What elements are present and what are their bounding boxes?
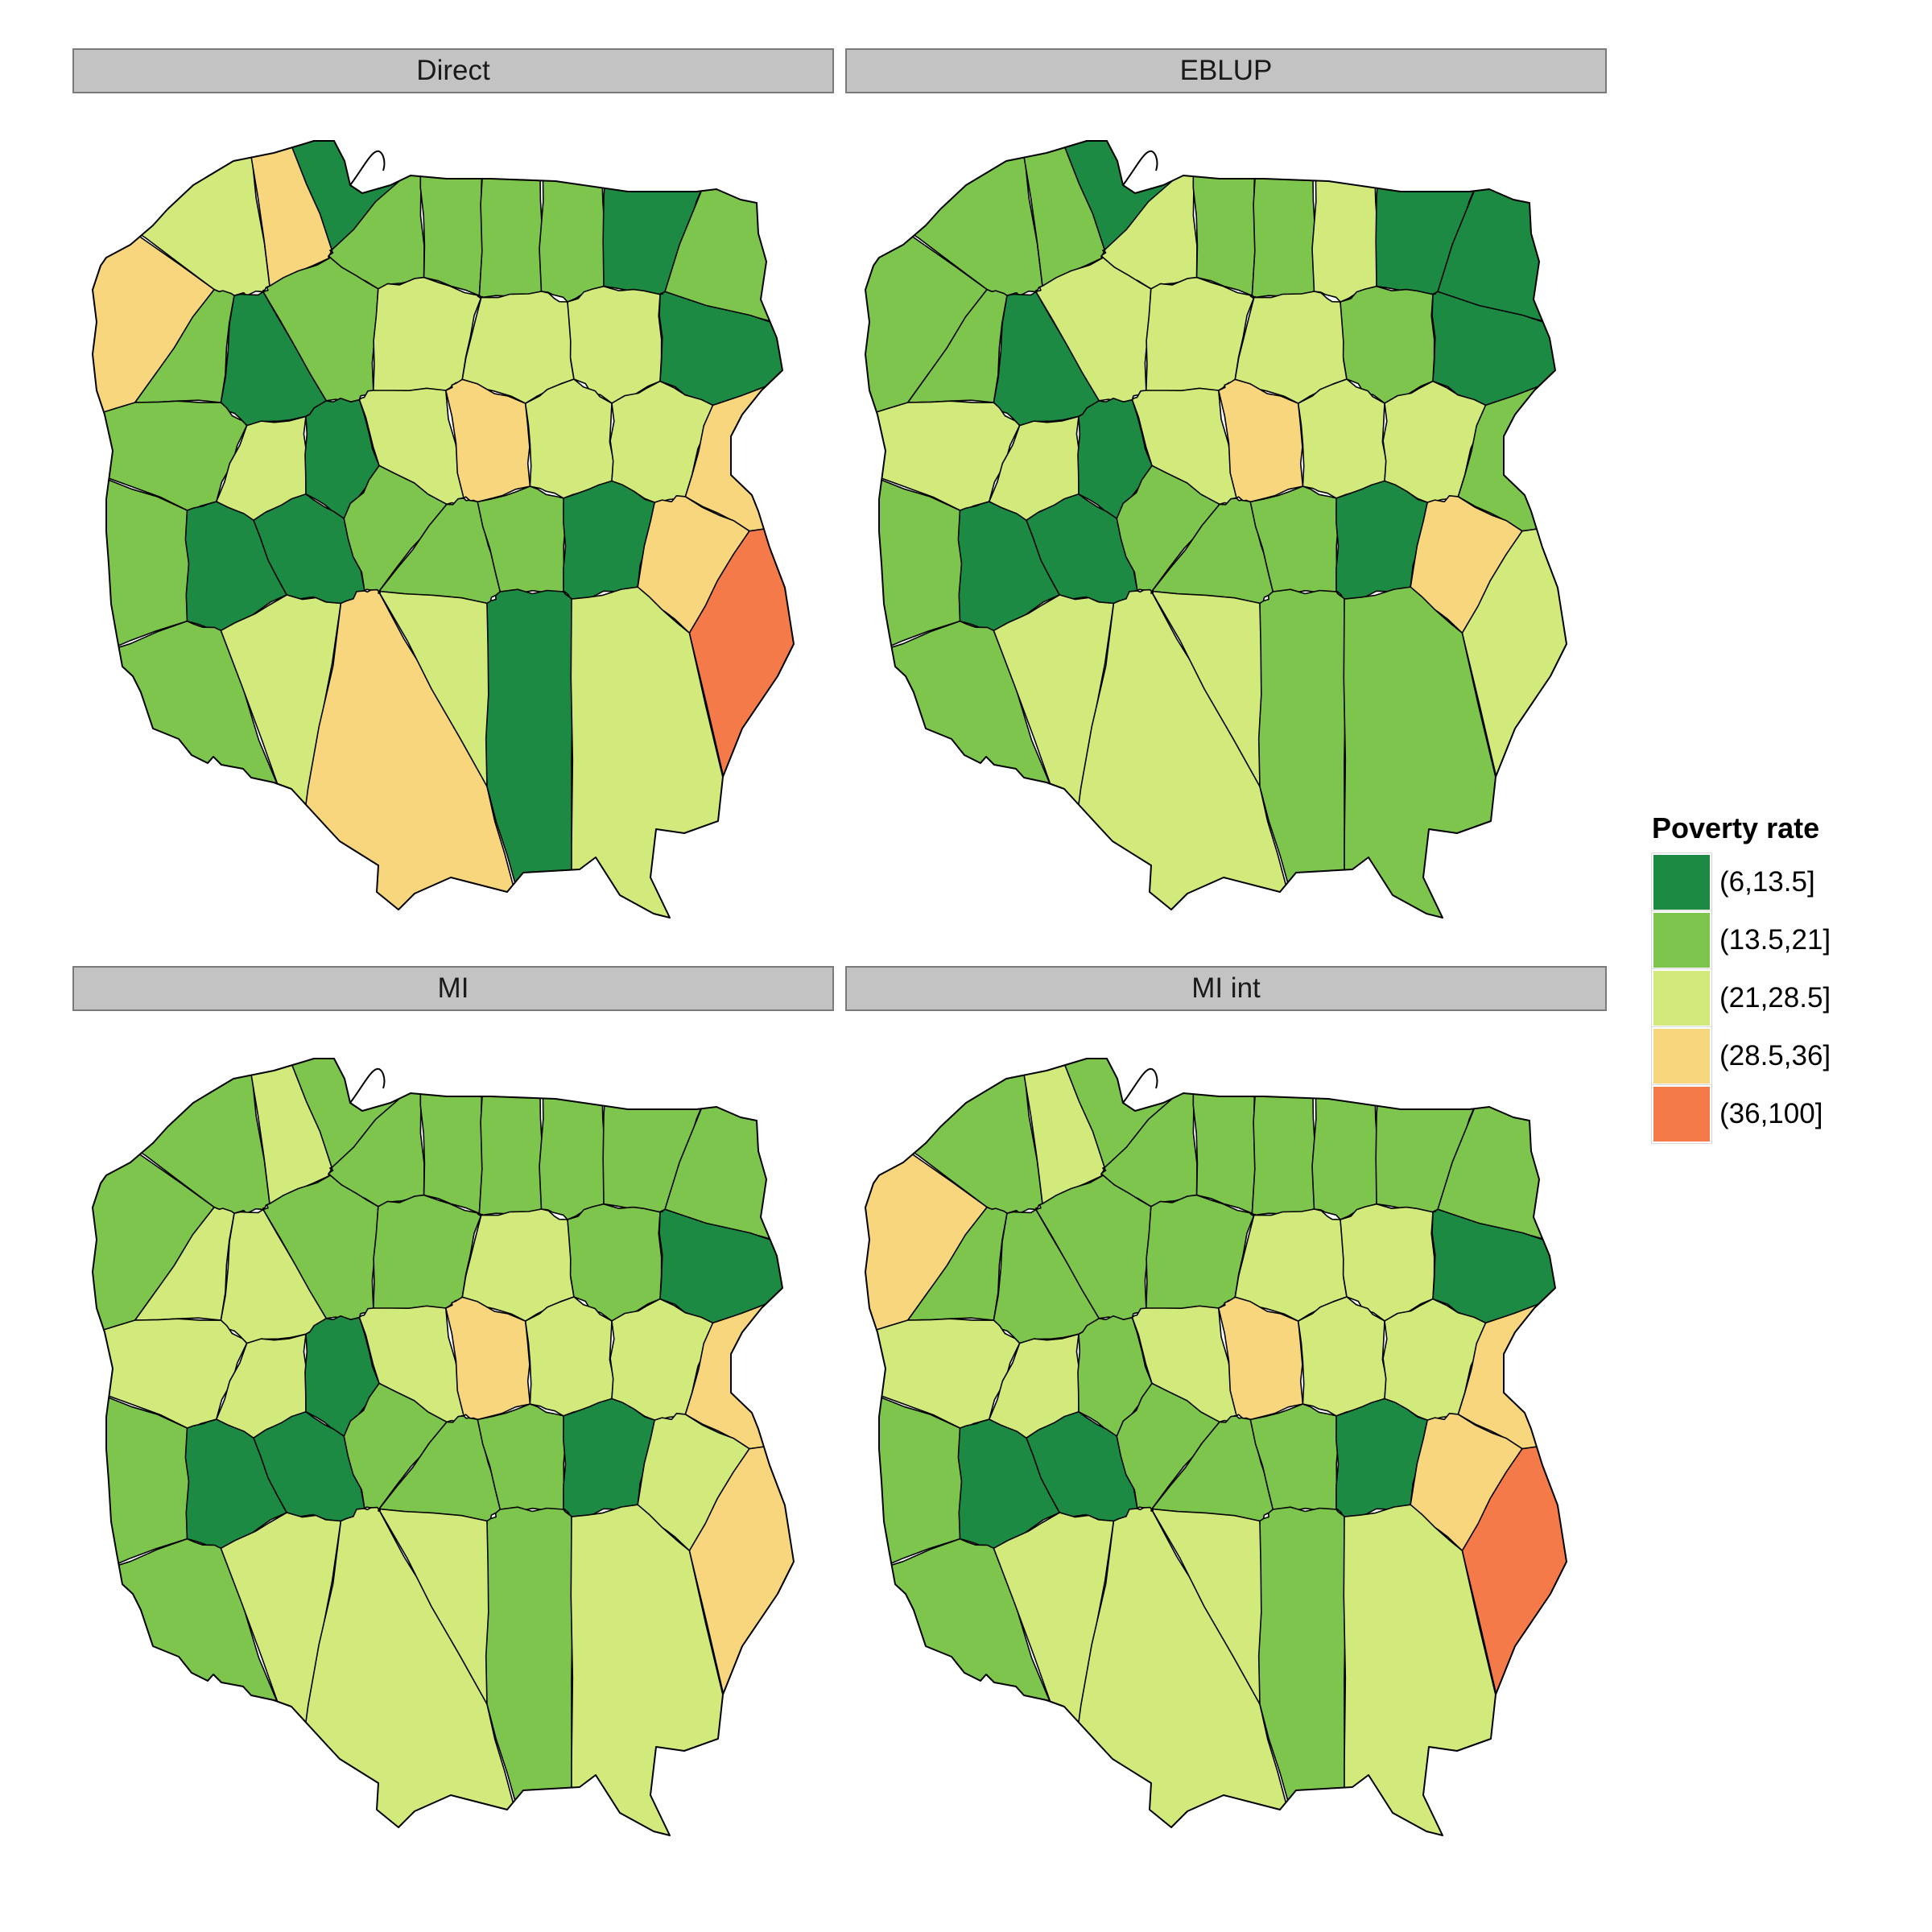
legend-key (1651, 1084, 1712, 1144)
facet-label-mi: MI (72, 966, 834, 1011)
hel-peninsula (349, 150, 386, 186)
country-outline (865, 1058, 1567, 1836)
map-mi (92, 1058, 795, 1836)
legend-label: (36,100] (1719, 1098, 1823, 1129)
region-r36 (993, 1512, 1115, 1767)
region-r05 (419, 141, 485, 296)
legend-label: (21,28.5] (1719, 982, 1831, 1013)
legend-label: (6,13.5] (1719, 866, 1815, 898)
map-mi-int (865, 1058, 1567, 1836)
region-r36 (993, 594, 1115, 849)
region-r05 (419, 1059, 485, 1214)
legend-label: (28.5,36] (1719, 1040, 1831, 1071)
region-r05 (1192, 141, 1258, 296)
region-r33 (1410, 495, 1523, 634)
facet-label-eblup: EBLUP (845, 48, 1607, 93)
region-r06 (478, 1059, 544, 1216)
region-r36 (220, 1512, 342, 1767)
region-r02 (1015, 1059, 1105, 1205)
legend-item: (13.5,21] (1651, 910, 1831, 970)
region-r07 (539, 1059, 606, 1220)
region-r02 (242, 141, 332, 287)
legend-item: (21,28.5] (1651, 968, 1831, 1028)
region-r07 (1311, 141, 1379, 303)
region-r06 (478, 141, 544, 299)
facet-label-mi-int: MI int (845, 966, 1607, 1011)
hel-peninsula (1122, 1067, 1158, 1104)
country-outline (92, 1058, 795, 1836)
region-r23 (524, 378, 614, 499)
hel-peninsula (1122, 150, 1158, 186)
map-direct (92, 140, 795, 919)
country-outline (865, 140, 1567, 919)
legend-label: (13.5,21] (1719, 924, 1831, 956)
region-r23 (1297, 378, 1387, 499)
region-r05 (1192, 1059, 1258, 1214)
region-r33 (1410, 1413, 1523, 1552)
region-r23 (1297, 1296, 1387, 1417)
region-r23 (524, 1296, 614, 1417)
region-r07 (539, 141, 606, 303)
legend-key (1651, 910, 1712, 970)
region-r07 (1311, 1059, 1379, 1220)
country-outline (92, 140, 795, 919)
legend-key (1651, 1026, 1712, 1086)
legend-key (1651, 852, 1712, 912)
region-r02 (1015, 141, 1105, 287)
legend-title: Poverty rate (1652, 811, 1820, 844)
facet-label-direct: Direct (72, 48, 834, 93)
region-r06 (1251, 141, 1317, 299)
map-eblup (865, 140, 1567, 919)
legend-key (1651, 968, 1712, 1028)
region-r36 (220, 594, 342, 849)
legend-item: (6,13.5] (1651, 852, 1831, 912)
hel-peninsula (349, 1067, 386, 1104)
region-r33 (637, 1413, 750, 1552)
legend-item: (36,100] (1651, 1084, 1831, 1144)
region-r06 (1251, 1059, 1317, 1216)
legend-item: (28.5,36] (1651, 1026, 1831, 1086)
legend: Poverty rate (6,13.5] (13.5,21] (21,28.5… (1651, 811, 1831, 1144)
region-r02 (242, 1059, 332, 1205)
region-r33 (637, 495, 750, 634)
